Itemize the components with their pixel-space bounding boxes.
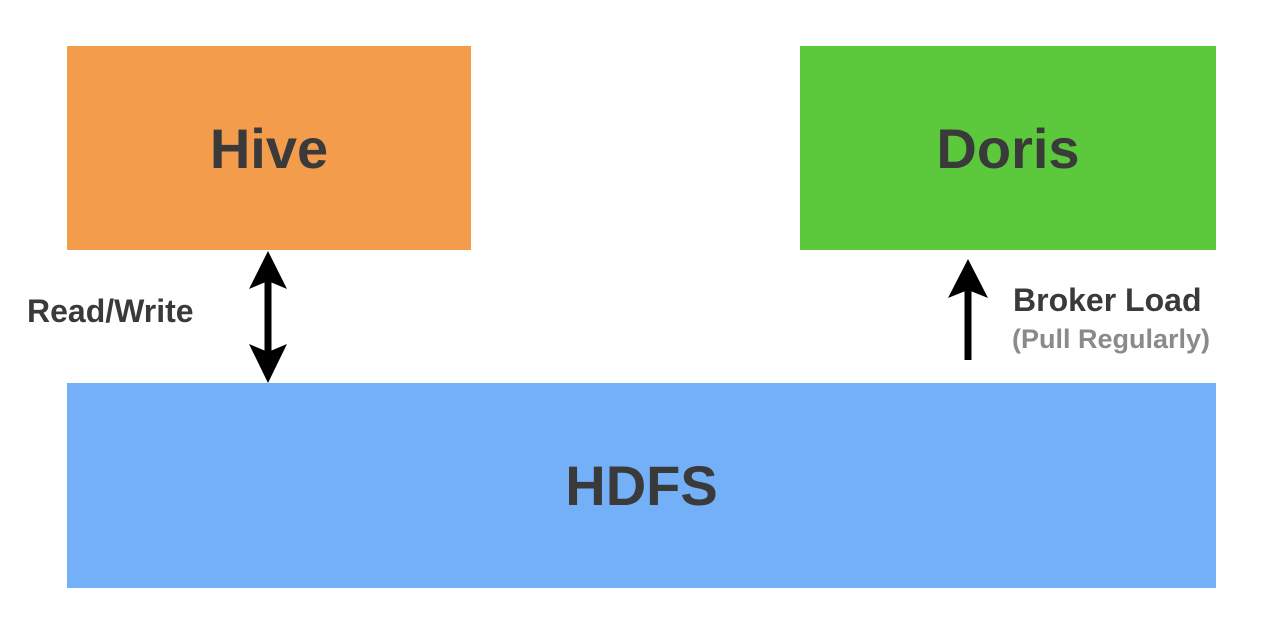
broker-load-arrow	[948, 259, 988, 360]
read-write-label: Read/Write	[27, 293, 194, 329]
doris-node: Doris	[800, 46, 1216, 250]
hive-label: Hive	[209, 116, 329, 180]
pull-regularly-label: (Pull Regularly)	[1012, 324, 1211, 354]
doris-label: Doris	[936, 116, 1080, 180]
broker-load-arrow-head	[948, 259, 988, 298]
hive-node: Hive	[67, 46, 471, 250]
read-write-arrow-head-up	[249, 251, 287, 289]
hdfs-label: HDFS	[565, 454, 718, 517]
hdfs-node: HDFS	[67, 383, 1216, 588]
read-write-arrow-head-down	[249, 344, 287, 383]
read-write-arrow	[249, 251, 287, 383]
broker-load-label: Broker Load	[1013, 282, 1202, 318]
